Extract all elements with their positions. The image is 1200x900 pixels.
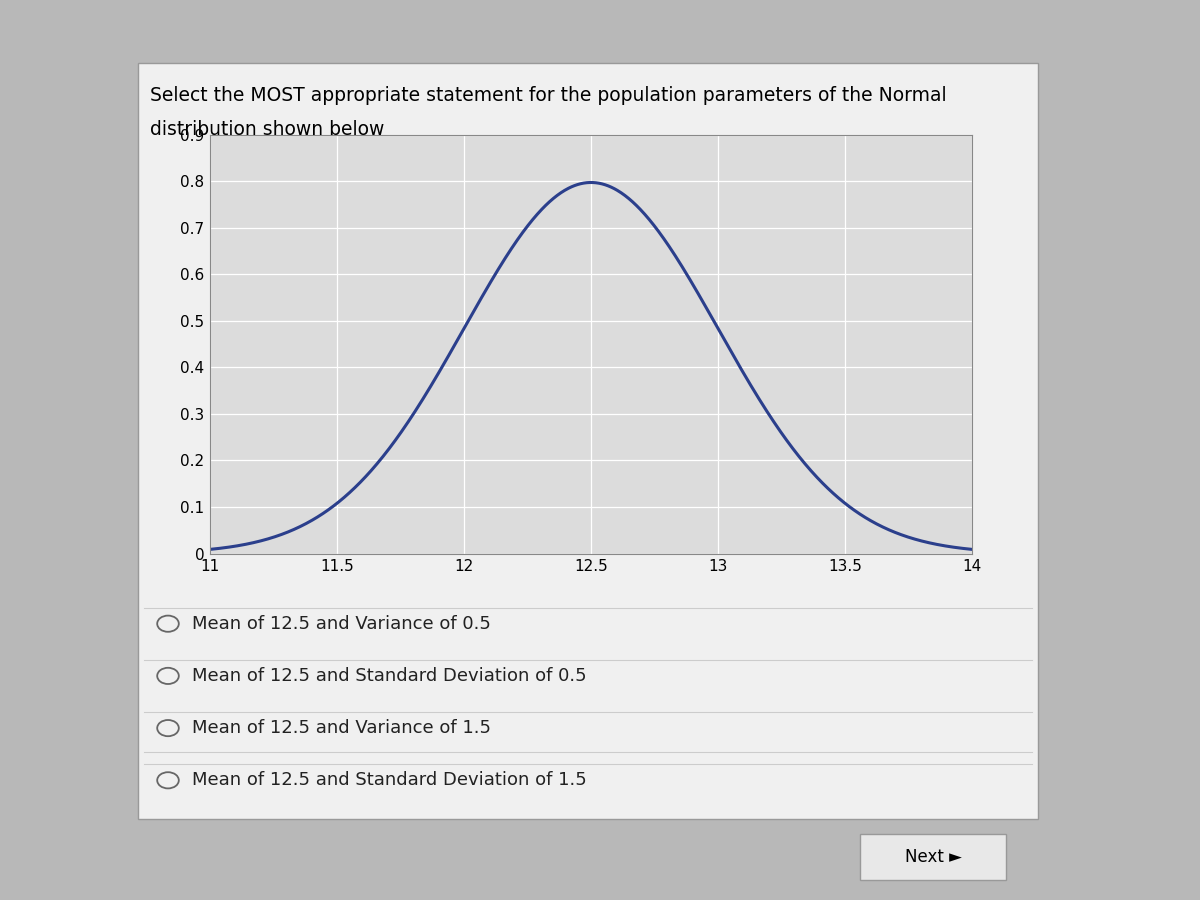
Text: distribution shown below: distribution shown below xyxy=(150,120,384,139)
Text: Mean of 12.5 and Variance of 0.5: Mean of 12.5 and Variance of 0.5 xyxy=(192,615,491,633)
Text: Mean of 12.5 and Standard Deviation of 0.5: Mean of 12.5 and Standard Deviation of 0… xyxy=(192,667,587,685)
Text: Next ►: Next ► xyxy=(905,848,961,866)
Text: Mean of 12.5 and Standard Deviation of 1.5: Mean of 12.5 and Standard Deviation of 1… xyxy=(192,771,587,789)
Text: Mean of 12.5 and Variance of 1.5: Mean of 12.5 and Variance of 1.5 xyxy=(192,719,491,737)
Text: Select the MOST appropriate statement for the population parameters of the Norma: Select the MOST appropriate statement fo… xyxy=(150,86,947,104)
